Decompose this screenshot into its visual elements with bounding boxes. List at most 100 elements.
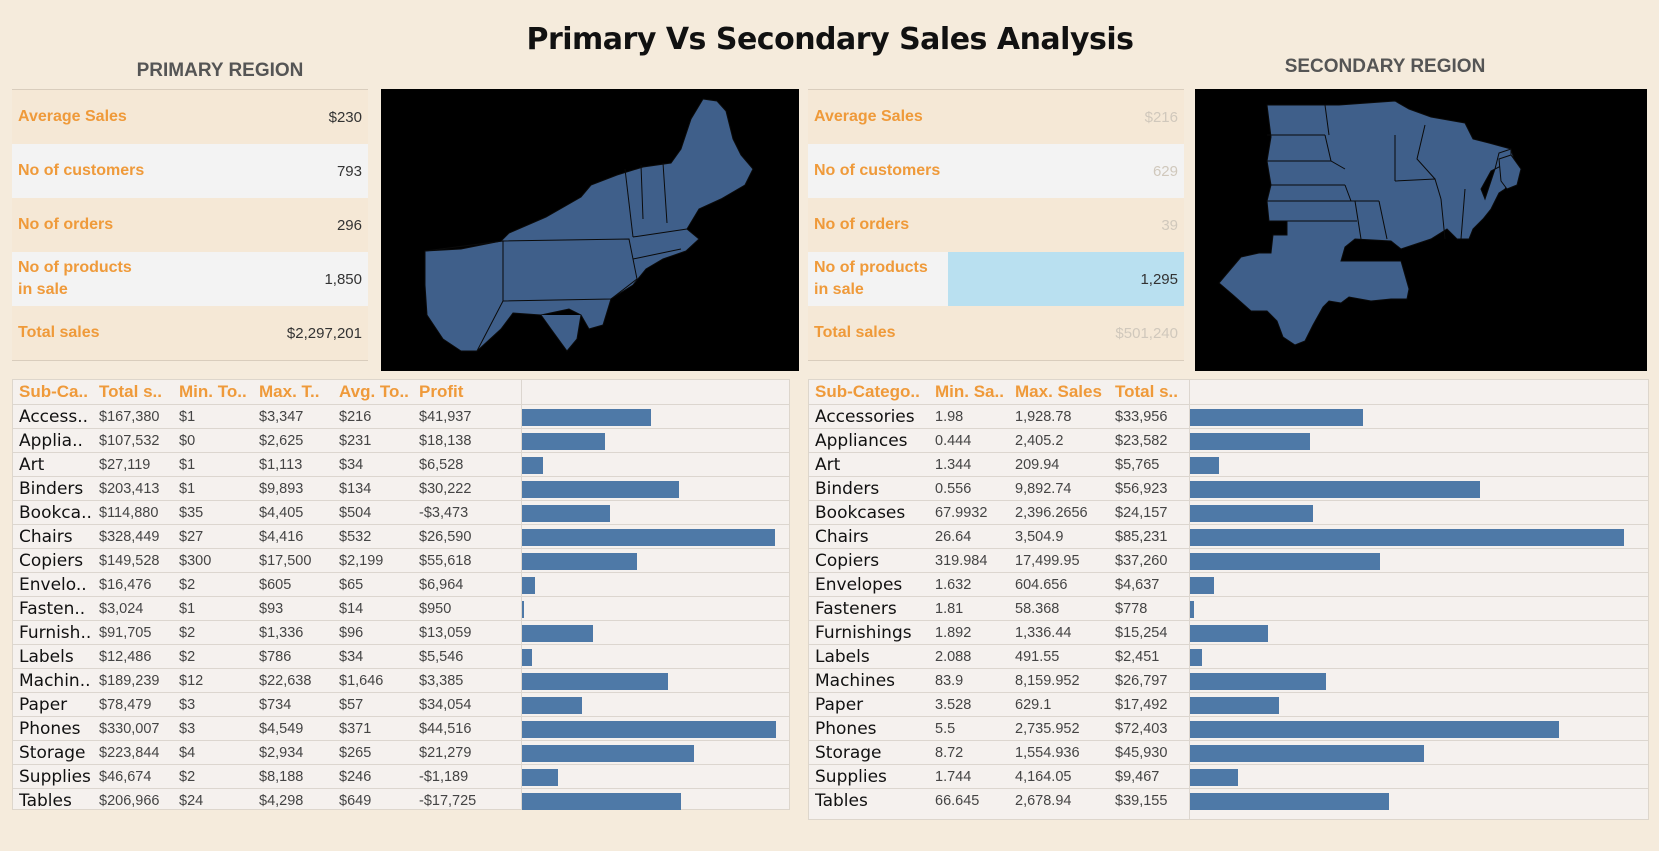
bar-mark[interactable] bbox=[1190, 433, 1311, 450]
table-row[interactable]: Furnishings 1.892 1,336.44 $15,254 bbox=[809, 620, 1648, 645]
table-row[interactable]: Binders $203,413 $1 $9,893 $134 $30,222 bbox=[13, 476, 789, 501]
column-header[interactable]: Max. Sales bbox=[1015, 382, 1102, 401]
kpi-products[interactable]: No of products in sale 1,295 bbox=[808, 252, 1184, 306]
bar-mark[interactable] bbox=[1190, 481, 1480, 498]
table-row[interactable]: Accessories 1.98 1,928.78 $33,956 bbox=[809, 404, 1648, 429]
table-row[interactable]: Art 1.344 209.94 $5,765 bbox=[809, 452, 1648, 477]
total-sales-cell: $15,254 bbox=[1115, 625, 1168, 641]
table-row[interactable]: Labels $12,486 $2 $786 $34 $5,546 bbox=[13, 644, 789, 669]
bar-mark[interactable] bbox=[522, 433, 605, 450]
table-row[interactable]: Machin.. $189,239 $12 $22,638 $1,646 $3,385 bbox=[13, 668, 789, 693]
bar-mark[interactable] bbox=[1190, 409, 1363, 426]
kpi-customers[interactable]: No of customers 793 bbox=[12, 144, 368, 198]
category-cell: Phones bbox=[815, 719, 877, 739]
kpi-total-sales[interactable]: Total sales $501,240 bbox=[808, 306, 1184, 360]
bar-mark[interactable] bbox=[522, 793, 682, 810]
bar-mark[interactable] bbox=[1190, 529, 1624, 546]
bar-mark[interactable] bbox=[522, 649, 532, 666]
table-row[interactable]: Storage 8.72 1,554.936 $45,930 bbox=[809, 740, 1648, 765]
table-row[interactable]: Tables $206,966 $24 $4,298 $649 -$17,725 bbox=[13, 788, 789, 813]
table-row[interactable]: Chairs 26.64 3,504.9 $85,231 bbox=[809, 524, 1648, 549]
bar-mark[interactable] bbox=[1190, 769, 1239, 786]
bar-mark[interactable] bbox=[1190, 457, 1220, 474]
bar-mark[interactable] bbox=[522, 577, 535, 594]
table-row[interactable]: Fasten.. $3,024 $1 $93 $14 $950 bbox=[13, 596, 789, 621]
table-row[interactable]: Copiers $149,528 $300 $17,500 $2,199 $55,618 bbox=[13, 548, 789, 573]
bar-mark[interactable] bbox=[522, 673, 668, 690]
table-row[interactable]: Paper 3.528 629.1 $17,492 bbox=[809, 692, 1648, 717]
column-header[interactable]: Sub-Ca.. bbox=[19, 382, 88, 401]
table-row[interactable]: Furnish.. $91,705 $2 $1,336 $96 $13,059 bbox=[13, 620, 789, 645]
bar-mark[interactable] bbox=[522, 481, 679, 498]
kpi-orders[interactable]: No of orders 39 bbox=[808, 198, 1184, 252]
table-row[interactable]: Supplies 1.744 4,164.05 $9,467 bbox=[809, 764, 1648, 789]
table-row[interactable]: Fasteners 1.81 58.368 $778 bbox=[809, 596, 1648, 621]
table-row[interactable]: Envelo.. $16,476 $2 $605 $65 $6,964 bbox=[13, 572, 789, 597]
bar-mark[interactable] bbox=[1190, 601, 1194, 618]
table-row[interactable]: Access.. $167,380 $1 $3,347 $216 $41,937 bbox=[13, 404, 789, 429]
table-row[interactable]: Paper $78,479 $3 $734 $57 $34,054 bbox=[13, 692, 789, 717]
bar-mark[interactable] bbox=[1190, 793, 1390, 810]
column-header[interactable]: Total s.. bbox=[99, 382, 162, 401]
bar-mark[interactable] bbox=[522, 769, 558, 786]
bar-mark[interactable] bbox=[522, 553, 638, 570]
table-row[interactable]: Phones $330,007 $3 $4,549 $371 $44,516 bbox=[13, 716, 789, 741]
min-total-cell: $1 bbox=[179, 409, 196, 425]
kpi-customers[interactable]: No of customers 629 bbox=[808, 144, 1184, 198]
column-header[interactable]: Sub-Catego.. bbox=[815, 382, 920, 401]
midwest-states-map bbox=[1218, 100, 1522, 346]
bar-mark[interactable] bbox=[522, 625, 593, 642]
table-row[interactable]: Bookcases 67.9932 2,396.2656 $24,157 bbox=[809, 500, 1648, 525]
bar-mark[interactable] bbox=[1190, 649, 1203, 666]
table-row[interactable]: Tables 66.645 2,678.94 $39,155 bbox=[809, 788, 1648, 813]
bar-mark[interactable] bbox=[522, 529, 775, 546]
bar-mark[interactable] bbox=[1190, 697, 1280, 714]
column-header[interactable]: Total s.. bbox=[1115, 382, 1178, 401]
kpi-total-sales[interactable]: Total sales $2,297,201 bbox=[12, 306, 368, 360]
table-row[interactable]: Labels 2.088 491.55 $2,451 bbox=[809, 644, 1648, 669]
min-sales-cell: 5.5 bbox=[935, 721, 956, 737]
column-header[interactable]: Max. T.. bbox=[259, 382, 320, 401]
profit-cell: -$3,473 bbox=[419, 505, 469, 521]
column-header[interactable]: Min. Sa.. bbox=[935, 382, 1004, 401]
bar-mark[interactable] bbox=[1190, 625, 1268, 642]
kpi-average-sales[interactable]: Average Sales $230 bbox=[12, 90, 368, 144]
bar-mark[interactable] bbox=[522, 697, 583, 714]
bar-mark[interactable] bbox=[1190, 745, 1424, 762]
bar-mark[interactable] bbox=[1190, 505, 1313, 522]
table-row[interactable]: Phones 5.5 2,735.952 $72,403 bbox=[809, 716, 1648, 741]
kpi-orders[interactable]: No of orders 296 bbox=[12, 198, 368, 252]
table-row[interactable]: Envelopes 1.632 604.656 $4,637 bbox=[809, 572, 1648, 597]
bar-mark[interactable] bbox=[522, 601, 525, 618]
bar-mark[interactable] bbox=[1190, 553, 1380, 570]
bar-mark[interactable] bbox=[522, 721, 776, 738]
bar-mark[interactable] bbox=[1190, 577, 1214, 594]
primary-region-map[interactable] bbox=[381, 89, 799, 371]
table-row[interactable]: Machines 83.9 8,159.952 $26,797 bbox=[809, 668, 1648, 693]
kpi-products[interactable]: No of products in sale 1,850 bbox=[12, 252, 368, 306]
table-row[interactable]: Art $27,119 $1 $1,113 $34 $6,528 bbox=[13, 452, 789, 477]
bar-mark[interactable] bbox=[522, 457, 543, 474]
kpi-value: 296 bbox=[336, 216, 362, 234]
table-row[interactable]: Appliances 0.444 2,405.2 $23,582 bbox=[809, 428, 1648, 453]
table-row[interactable]: Binders 0.556 9,892.74 $56,923 bbox=[809, 476, 1648, 501]
bar-mark[interactable] bbox=[1190, 673, 1327, 690]
table-row[interactable]: Storage $223,844 $4 $2,934 $265 $21,279 bbox=[13, 740, 789, 765]
bar-mark[interactable] bbox=[522, 409, 651, 426]
table-row[interactable]: Copiers 319.984 17,499.95 $37,260 bbox=[809, 548, 1648, 573]
table-row[interactable]: Bookca.. $114,880 $35 $4,405 $504 -$3,473 bbox=[13, 500, 789, 525]
bar-mark[interactable] bbox=[1190, 721, 1559, 738]
bar-mark[interactable] bbox=[522, 505, 611, 522]
column-header[interactable]: Profit bbox=[419, 382, 464, 401]
column-header[interactable]: Min. To.. bbox=[179, 382, 247, 401]
category-cell: Binders bbox=[815, 479, 880, 499]
max-sales-cell: 17,499.95 bbox=[1015, 553, 1080, 569]
max-total-cell: $4,298 bbox=[259, 793, 304, 809]
table-row[interactable]: Applia.. $107,532 $0 $2,625 $231 $18,138 bbox=[13, 428, 789, 453]
column-header[interactable]: Avg. To.. bbox=[339, 382, 409, 401]
secondary-region-map[interactable] bbox=[1195, 89, 1647, 371]
kpi-average-sales[interactable]: Average Sales $216 bbox=[808, 90, 1184, 144]
table-row[interactable]: Supplies $46,674 $2 $8,188 $246 -$1,189 bbox=[13, 764, 789, 789]
bar-mark[interactable] bbox=[522, 745, 695, 762]
table-row[interactable]: Chairs $328,449 $27 $4,416 $532 $26,590 bbox=[13, 524, 789, 549]
